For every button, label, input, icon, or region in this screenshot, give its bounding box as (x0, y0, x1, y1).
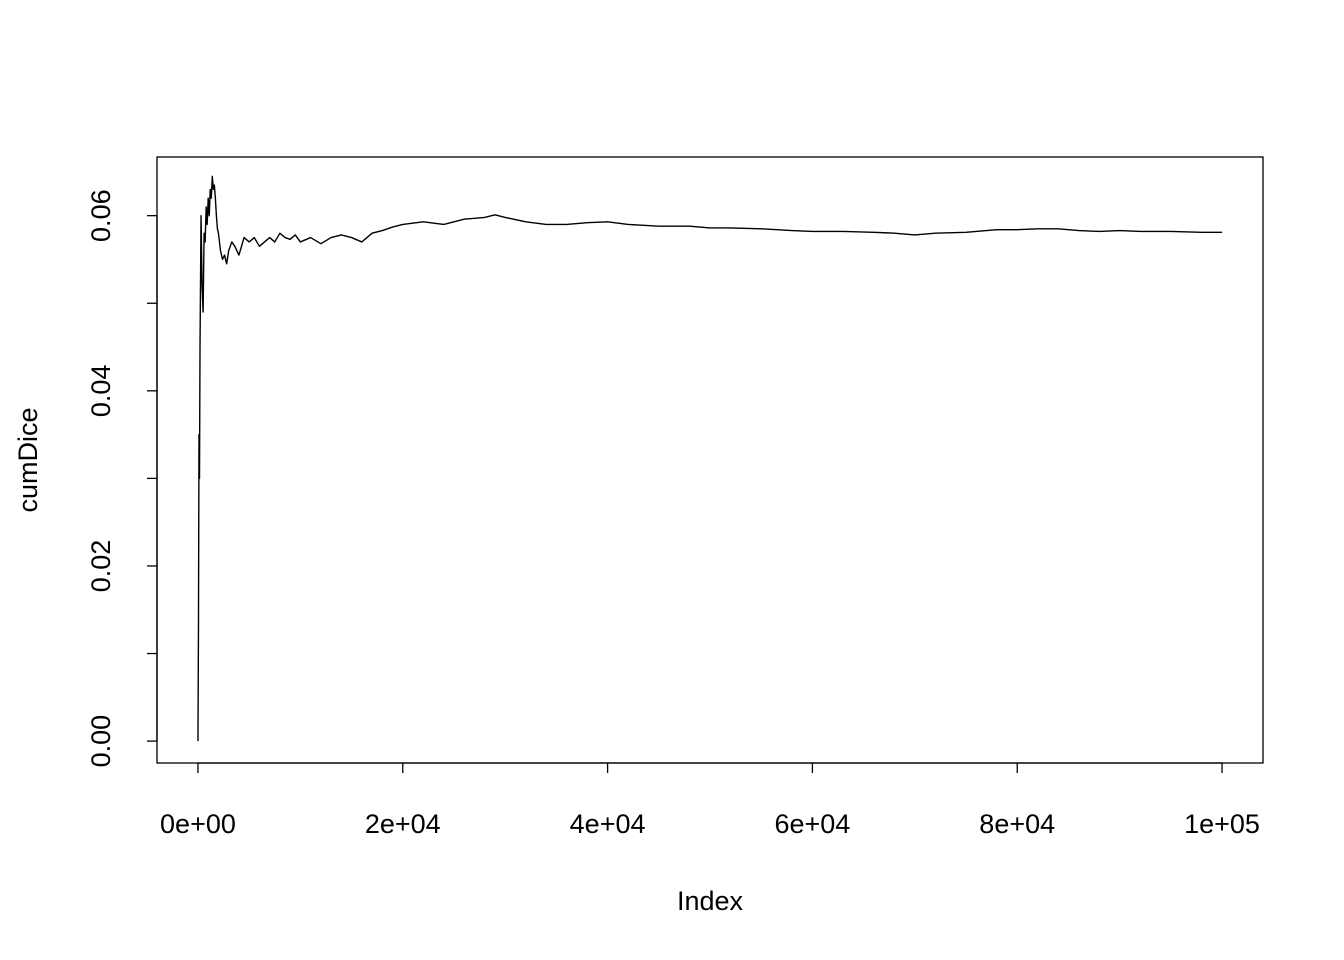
x-tick-label: 8e+04 (979, 809, 1055, 839)
x-axis-title: Index (677, 886, 744, 916)
y-tick-label: 0.04 (86, 365, 116, 418)
x-tick-label: 6e+04 (774, 809, 850, 839)
x-axis: 0e+00 2e+04 4e+04 6e+04 8e+04 1e+05 (160, 762, 1260, 839)
series-line (197, 175, 1223, 742)
y-tick-label: 0.02 (86, 540, 116, 593)
x-tick-label: 2e+04 (365, 809, 441, 839)
y-tick-label: 0.00 (86, 715, 116, 768)
y-tick-label: 0.06 (86, 189, 116, 242)
x-tick-label: 1e+05 (1184, 809, 1260, 839)
plot-frame (156, 156, 1264, 764)
x-tick-label: 4e+04 (570, 809, 646, 839)
y-axis-title: cumDice (13, 407, 43, 512)
x-tick-label: 0e+00 (160, 809, 236, 839)
